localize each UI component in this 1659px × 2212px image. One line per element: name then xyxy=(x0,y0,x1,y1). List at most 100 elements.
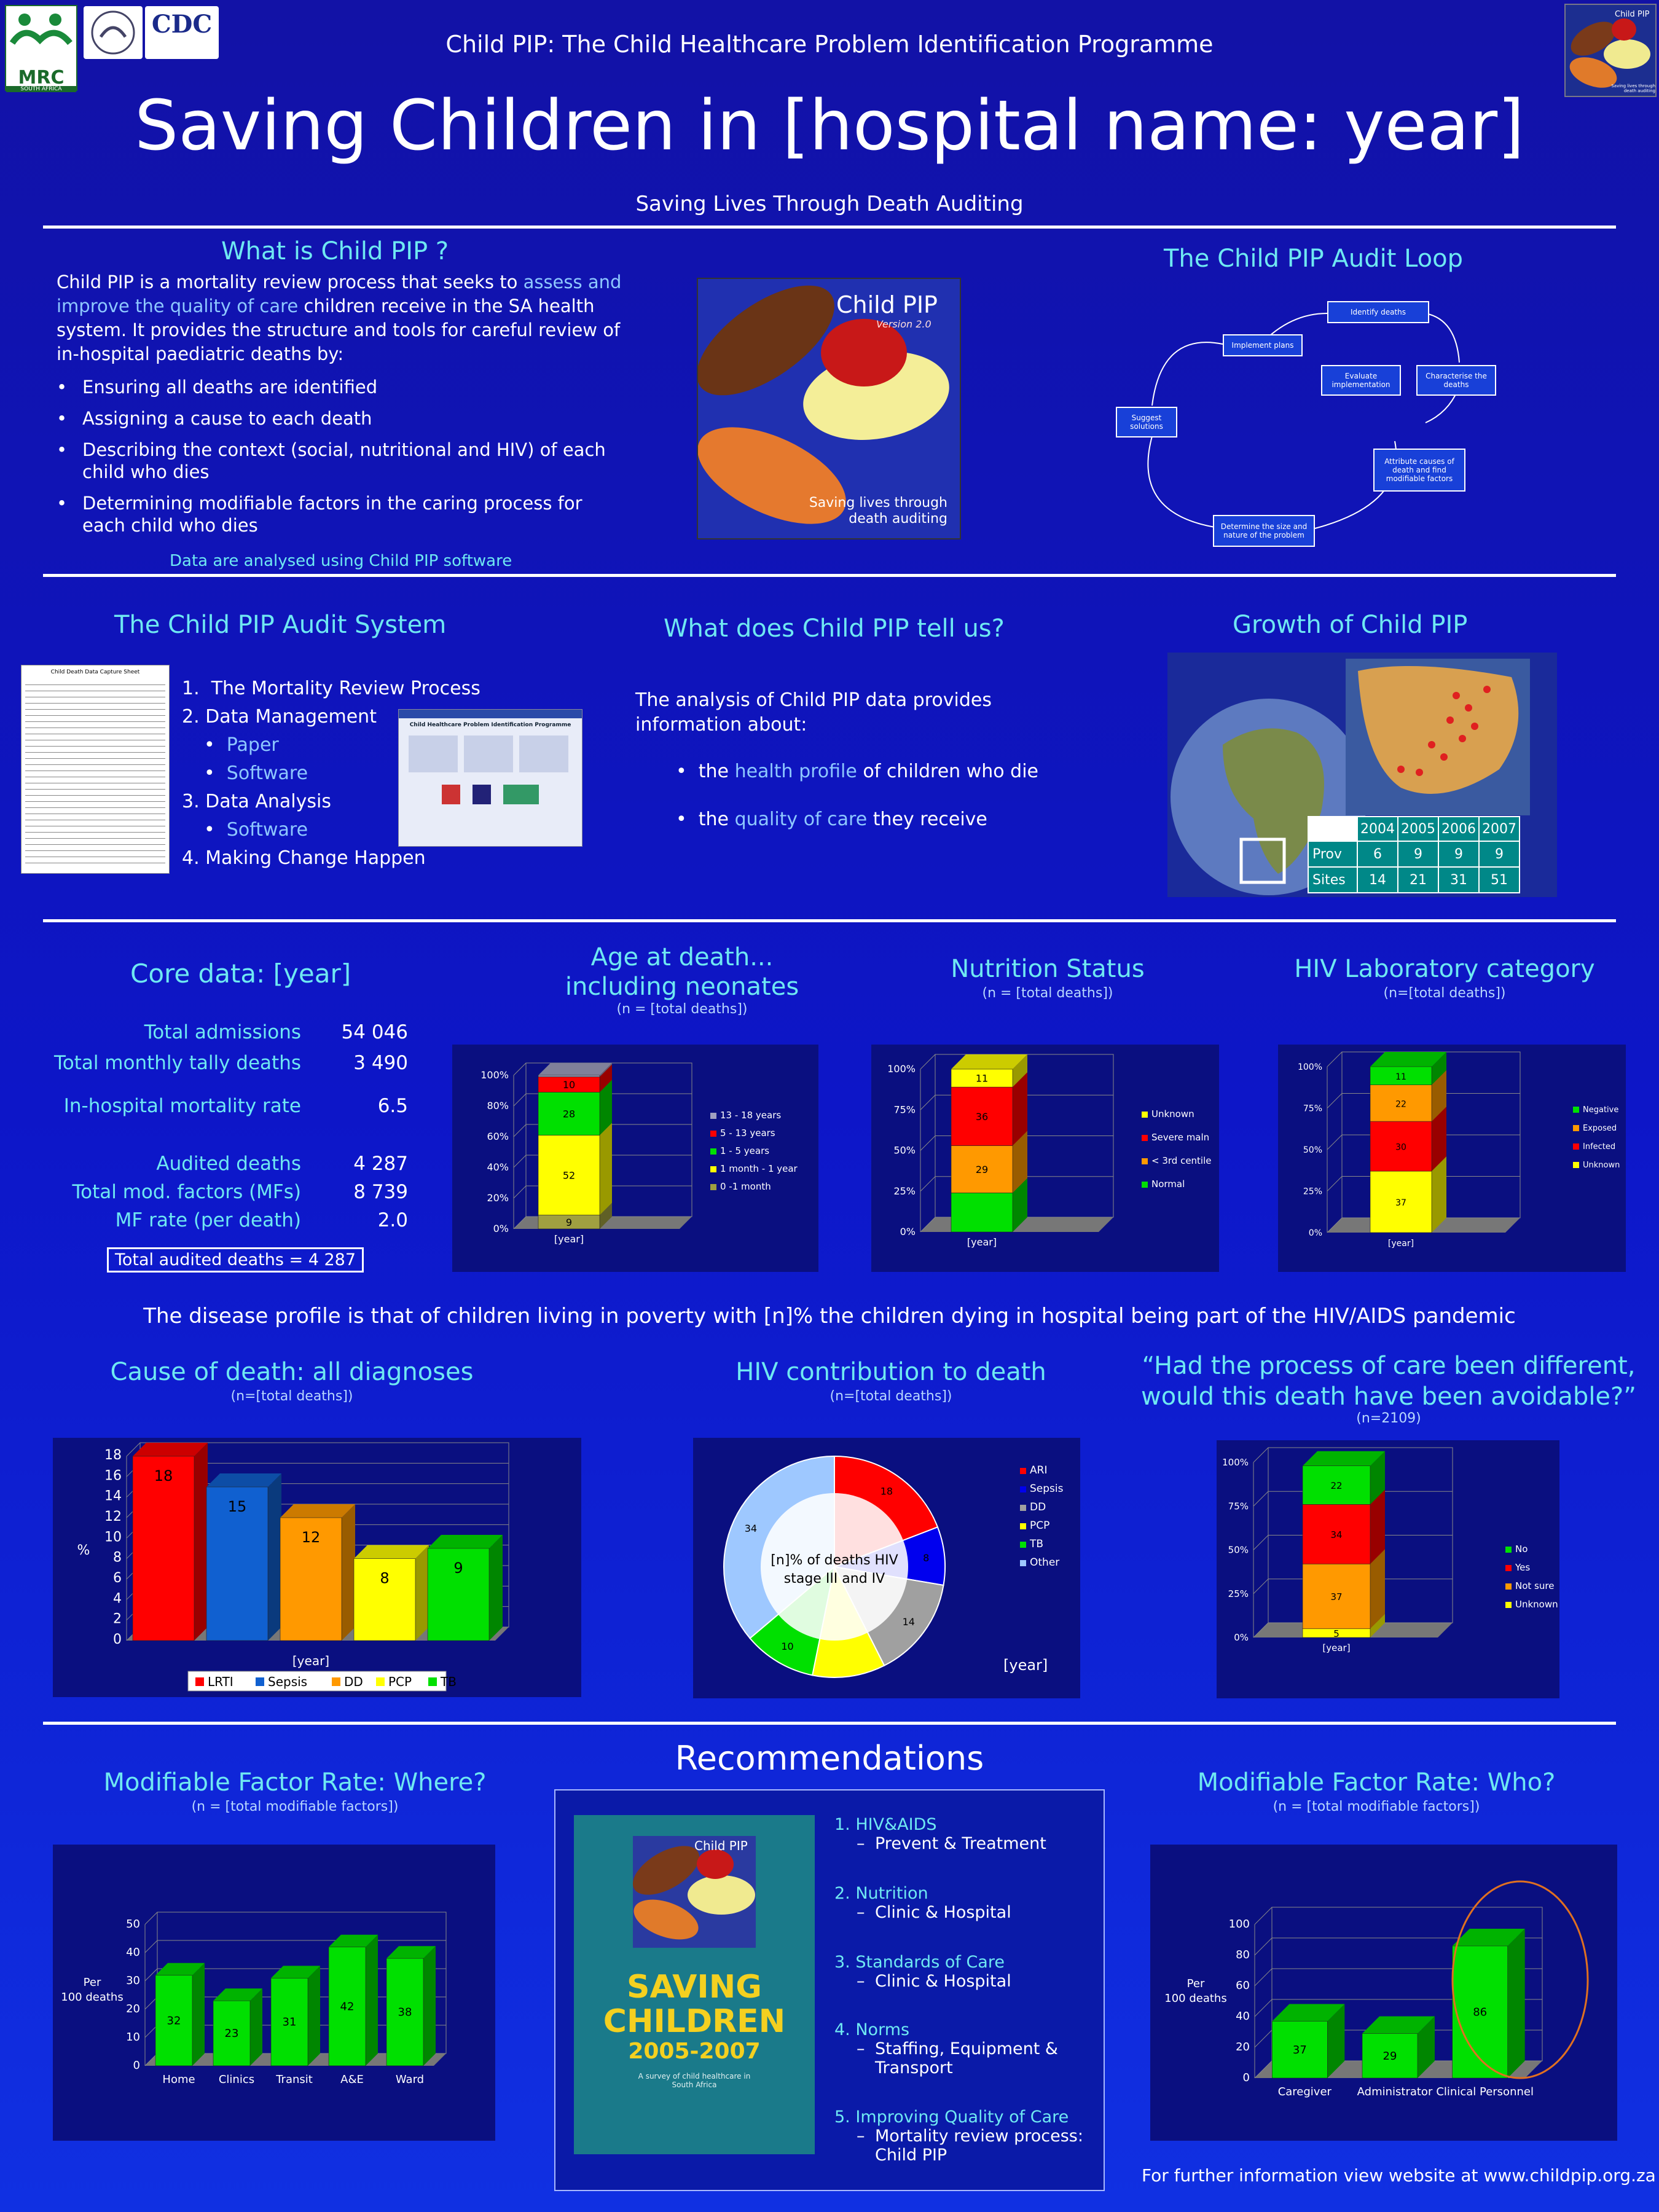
bar-side xyxy=(1432,1107,1446,1172)
gridline xyxy=(1327,1093,1343,1108)
legend-label: Unknown xyxy=(1151,1108,1194,1120)
data-label: 12 xyxy=(302,1529,321,1546)
x-axis-label: [year] xyxy=(292,1653,329,1668)
gridline xyxy=(1254,2060,1273,2079)
x-tick-label: [year] xyxy=(554,1233,584,1245)
legend-label: 1 - 5 years xyxy=(720,1145,769,1156)
mrc-figure-icon xyxy=(9,14,73,45)
hhs-logo xyxy=(84,6,143,59)
gridline xyxy=(1254,1999,1273,2017)
avoidable-chart: 0% 25% 50% 75% 100% 5 37 34 22 [year] No Yes Not sur… xyxy=(1217,1440,1559,1698)
tick-label: 0% xyxy=(900,1226,916,1237)
gridline xyxy=(513,1124,527,1137)
intro-text-2: children receive in the SA health system… xyxy=(57,296,621,364)
tagline: Saving Lives Through Death Auditing xyxy=(635,192,1024,216)
tells-us-title: What does Child PIP tell us? xyxy=(664,614,1005,643)
bar-top xyxy=(354,1545,429,1559)
bar-top xyxy=(1370,1052,1446,1067)
bar xyxy=(1302,1504,1371,1564)
legend-label: LRTI xyxy=(208,1674,233,1689)
list-item: 1. The Mortality Review Process xyxy=(182,678,480,699)
data-label: 11 xyxy=(1395,1072,1406,1082)
corner-logo-title: Child PIP xyxy=(1615,10,1650,19)
data-label: 22 xyxy=(1330,1480,1342,1491)
bar-side xyxy=(366,1934,378,2066)
tick-label: 0 xyxy=(113,1632,122,1647)
x-tick-label: Ward xyxy=(396,2073,424,2086)
legend-swatch xyxy=(1020,1560,1026,1566)
cause-subtitle: (n=[total deaths]) xyxy=(230,1389,353,1404)
tick-label: 75% xyxy=(1303,1104,1322,1114)
tick-label: 50% xyxy=(1228,1545,1249,1556)
data-label: 34 xyxy=(1330,1529,1342,1540)
y-axis-label: 100 deaths xyxy=(61,1991,123,2004)
bar xyxy=(270,1978,308,2066)
bar-side xyxy=(1013,1131,1027,1193)
legend-swatch xyxy=(1505,1602,1512,1608)
data-label: 38 xyxy=(398,2006,412,2019)
y-axis-label: % xyxy=(77,1543,90,1558)
bar xyxy=(538,1077,600,1092)
core-row: Total admissions 54 046 xyxy=(144,1021,408,1043)
legend-swatch xyxy=(710,1184,716,1190)
table-header-row: 2004 2005 2006 2007 xyxy=(1308,816,1520,842)
book-cover: Child PIP SAVING CHILDREN 2005-2007 A su… xyxy=(574,1815,815,2154)
list-item: • Software xyxy=(204,819,308,841)
legend-swatch xyxy=(1142,1182,1148,1188)
center-label: stage III and IV xyxy=(784,1571,885,1586)
data-label: 29 xyxy=(976,1164,988,1175)
x-tick-label: Home xyxy=(162,2073,195,2086)
tick-label: 4 xyxy=(113,1591,122,1606)
legend-swatch xyxy=(1020,1486,1026,1492)
book-subtitle: A survey of child healthcare in South Af… xyxy=(638,2072,751,2089)
year-label: [year] xyxy=(1003,1657,1048,1674)
legend-label: 1 month - 1 year xyxy=(720,1163,798,1174)
tick-label: 100 xyxy=(1229,1918,1250,1931)
gridline xyxy=(1327,1134,1343,1150)
book-title-1: SAVING xyxy=(627,1969,762,2006)
loop-step-identify: Identify deaths xyxy=(1327,301,1429,323)
bar-top xyxy=(1452,1929,1525,1946)
table-row: Prov 6 9 9 9 xyxy=(1308,841,1520,868)
legend-label: PCP xyxy=(1030,1520,1049,1532)
avoidable-title: “Had the process of care been different,… xyxy=(1141,1352,1636,1411)
y-axis-label: Per xyxy=(84,1976,101,1989)
legend-swatch xyxy=(1020,1523,1026,1529)
disease-profile-statement: The disease profile is that of children … xyxy=(143,1304,1516,1328)
legend-label: Normal xyxy=(1151,1179,1185,1190)
chart-svg: 0 2 4 6 8 10 12 14 16 18 18 15 12 8 9% [year] LRTI Sepsis… xyxy=(77,1442,509,1692)
x-tick-label: Administrator xyxy=(1357,2085,1433,2098)
slice-label: 10 xyxy=(781,1641,793,1652)
bar-top xyxy=(155,1963,205,1975)
gridline xyxy=(144,1996,158,2010)
bar xyxy=(951,1193,1013,1233)
gridline xyxy=(1327,1176,1343,1191)
gridline xyxy=(920,1094,936,1110)
hands-artwork-icon xyxy=(698,279,960,538)
legend-swatch xyxy=(1505,1547,1512,1553)
bar xyxy=(206,1486,269,1641)
tick-label: 25% xyxy=(893,1185,916,1197)
death-capture-form: Child Death Data Capture Sheet xyxy=(21,665,170,874)
gridline xyxy=(920,1176,936,1192)
bar-side xyxy=(1327,2004,1345,2078)
tick-label: 0 xyxy=(133,2059,140,2072)
legend-label: 13 - 18 years xyxy=(720,1110,781,1121)
slice-label: 18 xyxy=(880,1485,893,1497)
audit-loop-title: The Child PIP Audit Loop xyxy=(1164,245,1464,273)
bar-side xyxy=(268,1473,281,1641)
tick-label: 2 xyxy=(113,1612,122,1627)
x-tick-label: Transit xyxy=(275,2073,313,2086)
eagle-icon xyxy=(91,10,135,55)
legend-swatch xyxy=(710,1113,716,1119)
legend-label: ARI xyxy=(1030,1464,1047,1477)
nutrition-title: Nutrition Status xyxy=(951,955,1145,983)
bar xyxy=(427,1548,490,1641)
tick-label: 25% xyxy=(1228,1588,1249,1599)
data-label: 30 xyxy=(1395,1143,1406,1153)
data-label: 52 xyxy=(563,1170,575,1182)
core-title: Core data: [year] xyxy=(130,959,351,989)
cover-title: Child PIP xyxy=(836,291,938,318)
intro-text: Child PIP is a mortality review process … xyxy=(57,272,524,292)
tells-us-bullet-1: • the health profile of children who die xyxy=(676,761,1038,782)
